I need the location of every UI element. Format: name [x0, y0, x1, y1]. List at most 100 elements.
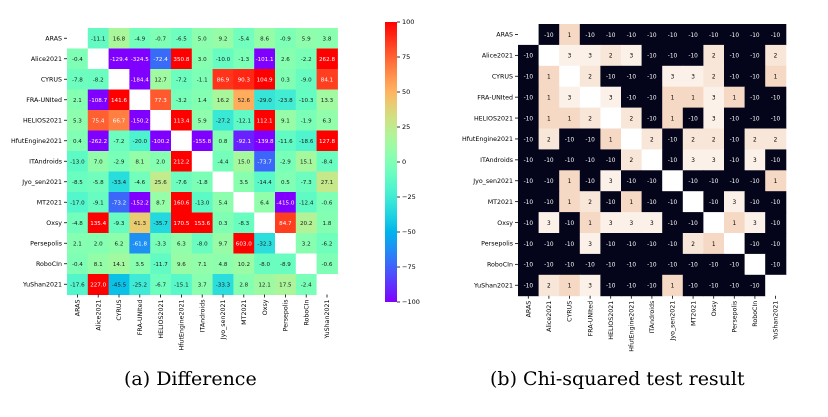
heatmap-cell — [765, 274, 787, 297]
heatmap-cell — [67, 171, 89, 193]
cell-value-label: -10 — [585, 263, 595, 269]
heatmap-cell — [724, 274, 746, 297]
heatmap-cell — [212, 192, 234, 213]
heatmap-cell — [621, 65, 643, 88]
heatmap-cell — [538, 107, 560, 129]
heatmap-cell — [559, 86, 581, 109]
cell-value-label: -10.0 — [216, 57, 231, 63]
heatmap-cell — [538, 24, 560, 46]
cell-value-label: -10 — [524, 200, 534, 206]
cell-value-label: -10 — [627, 95, 637, 101]
cell-value-label: -10 — [627, 284, 637, 290]
cell-value-label: -10 — [565, 263, 575, 269]
heatmap-cell — [559, 65, 581, 88]
cell-value-label: -13.0 — [70, 160, 85, 166]
cell-value-label: -18.6 — [299, 139, 314, 145]
heatmap-cell — [744, 212, 766, 234]
heatmap-cell — [171, 89, 193, 111]
heatmap-cell — [129, 274, 151, 295]
cell-value-label: -2.2 — [301, 57, 312, 63]
heatmap-cell — [682, 191, 704, 213]
heatmap-cell — [662, 212, 684, 234]
heatmap-cell — [108, 48, 130, 70]
heatmap-cell — [621, 86, 643, 109]
heatmap-cell — [641, 65, 663, 88]
heatmap-cell — [621, 107, 643, 129]
cell-value-label: -1.3 — [238, 57, 249, 63]
y-tick-label: Persepolis — [30, 240, 62, 247]
heatmap-cell — [316, 110, 338, 131]
heatmap-cell — [171, 212, 193, 234]
colorbar-tick-label: 50 — [402, 88, 410, 96]
x-tick-label: Oxsy — [711, 300, 718, 316]
y-tick-label: CYRUS — [41, 76, 62, 83]
heatmap-cell — [703, 128, 725, 150]
heatmap-cell — [724, 191, 746, 213]
heatmap-cell — [254, 192, 276, 213]
heatmap-cell — [254, 171, 276, 193]
cell-value-label: -3.3 — [155, 242, 166, 248]
cell-value-label: -10 — [544, 200, 554, 206]
cell-value-label: 7.0 — [94, 160, 103, 166]
heatmap-cell — [67, 110, 89, 131]
cell-value-label: -10 — [668, 54, 678, 60]
cell-value-label: -10 — [730, 158, 740, 164]
y-tick-label: Oxsy — [497, 220, 513, 227]
cell-value-label: -10 — [606, 33, 616, 39]
heatmap-cell — [641, 253, 663, 276]
heatmap-cell — [765, 86, 787, 109]
heatmap-cell — [191, 28, 214, 49]
heatmap-cell — [744, 191, 766, 213]
heatmap-cell — [191, 48, 214, 70]
cell-value-label: 17.5 — [279, 283, 292, 289]
x-tick-label: HELIOS2021 — [608, 301, 615, 340]
colorbar-tick-label: 0 — [402, 158, 406, 166]
heatmap-cell — [518, 233, 540, 255]
cell-value-label: -10 — [544, 263, 554, 269]
cell-value-label: 6.4 — [260, 201, 269, 207]
heatmap-cell — [212, 171, 234, 193]
heatmap-cell — [641, 24, 663, 46]
cell-value-label: 1.4 — [198, 98, 207, 104]
cell-value-label: -10 — [709, 200, 719, 206]
cell-value-label: -0.4 — [72, 57, 83, 63]
heatmap-cell — [703, 24, 725, 46]
y-tick-label: HfutEngine2021 — [11, 138, 62, 145]
cell-value-label: 10.2 — [238, 262, 250, 268]
heatmap-cell — [67, 69, 89, 90]
cell-value-label: -5.4 — [238, 37, 249, 43]
x-tick-label: ARAS — [526, 301, 533, 318]
heatmap-cell — [67, 48, 89, 70]
x-tick-label: ITAndroids — [199, 300, 206, 333]
heatmap-cell — [559, 170, 581, 192]
cell-value-label: -10 — [771, 221, 781, 227]
cell-value-label: -10 — [647, 242, 657, 248]
heatmap-cell — [150, 274, 172, 295]
cell-value-label: -10 — [627, 242, 637, 248]
cell-value-label: 1.8 — [323, 221, 332, 227]
cell-value-label: -10 — [730, 75, 740, 81]
heatmap-cell — [295, 274, 318, 295]
cell-value-label: -10 — [647, 33, 657, 39]
cell-value-label: 1 — [547, 95, 551, 101]
heatmap-cell — [538, 253, 560, 276]
heatmap-cell — [538, 233, 560, 255]
cell-value-label: -10 — [771, 158, 781, 164]
heatmap-cell — [87, 151, 110, 172]
cell-value-label: 3 — [547, 221, 551, 227]
heatmap-cell — [295, 89, 318, 111]
heatmap-cell — [703, 44, 725, 67]
heatmap-cell — [316, 151, 338, 172]
heatmap-cell — [233, 192, 255, 213]
cell-value-label: -10 — [647, 95, 657, 101]
x-tick-label: Alice2021 — [546, 301, 553, 332]
heatmap-cell — [579, 212, 601, 234]
heatmap-cell — [579, 253, 601, 276]
cell-value-label: 41.3 — [134, 221, 147, 227]
cell-value-label: 2.0 — [156, 160, 165, 166]
heatmap-cell — [518, 86, 540, 109]
heatmap-cell — [703, 107, 725, 129]
cell-value-label: -10 — [585, 33, 595, 39]
heatmap-chi-squared: -10 1 -10 -10 -10 -10 -10 -10 -10 -10 -10 -10 -10 3 3 2… — [462, 24, 787, 352]
cell-value-label: 5.4 — [219, 201, 228, 207]
